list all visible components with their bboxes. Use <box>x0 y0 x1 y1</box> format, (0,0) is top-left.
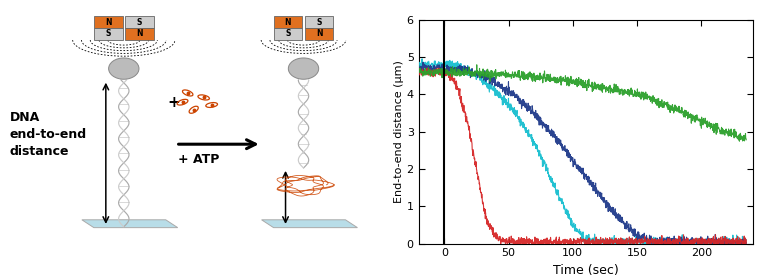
Text: S: S <box>316 18 322 27</box>
Polygon shape <box>82 220 177 228</box>
Bar <box>94 28 123 40</box>
Text: N: N <box>285 18 291 27</box>
Text: N: N <box>316 29 323 38</box>
Bar <box>125 28 154 40</box>
Text: S: S <box>105 29 111 38</box>
Bar <box>273 16 303 28</box>
Text: S: S <box>285 29 290 38</box>
Bar <box>305 28 333 40</box>
Polygon shape <box>262 220 357 228</box>
Circle shape <box>288 58 319 79</box>
Text: + ATP: + ATP <box>177 153 219 165</box>
Text: N: N <box>105 18 111 27</box>
Text: DNA
end-to-end
distance: DNA end-to-end distance <box>10 111 87 158</box>
Circle shape <box>108 58 139 79</box>
Text: S: S <box>137 18 142 27</box>
X-axis label: Time (sec): Time (sec) <box>553 264 618 277</box>
Bar <box>125 16 154 28</box>
Bar <box>273 28 303 40</box>
Text: +: + <box>167 95 180 110</box>
Bar <box>94 16 123 28</box>
Y-axis label: End-to-end distance (μm): End-to-end distance (μm) <box>394 60 404 203</box>
Bar <box>305 16 333 28</box>
Text: N: N <box>136 29 143 38</box>
